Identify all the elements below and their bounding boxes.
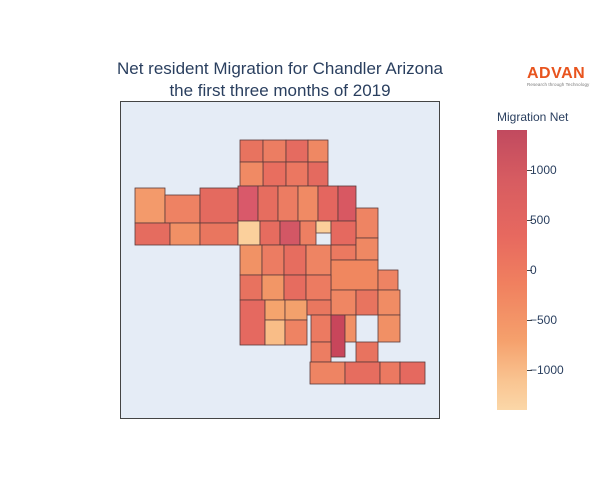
census-region[interactable] <box>239 161 264 187</box>
census-region[interactable] <box>310 314 332 343</box>
colorbar-tick-label: 1000 <box>530 163 557 177</box>
census-region[interactable] <box>283 274 307 301</box>
census-region[interactable] <box>330 259 379 291</box>
census-region[interactable] <box>237 185 259 222</box>
census-region[interactable] <box>377 269 399 291</box>
census-region[interactable] <box>317 185 339 222</box>
chart-title: Net resident Migration for Chandler Ariz… <box>80 58 480 102</box>
census-region[interactable] <box>330 289 357 316</box>
census-region[interactable] <box>169 222 201 246</box>
census-region[interactable] <box>259 220 281 246</box>
census-region[interactable] <box>239 274 263 301</box>
colorbar-tick <box>527 320 532 321</box>
colorbar-tick-label: 0 <box>530 263 537 277</box>
census-region[interactable] <box>237 220 261 246</box>
colorbar-tick-label: −1000 <box>530 363 564 377</box>
census-region[interactable] <box>199 222 239 246</box>
census-region[interactable] <box>239 244 263 276</box>
census-region[interactable] <box>330 220 357 246</box>
census-region[interactable] <box>283 244 307 276</box>
census-region[interactable] <box>305 244 332 276</box>
census-region[interactable] <box>164 194 201 224</box>
census-region[interactable] <box>199 187 239 224</box>
census-region[interactable] <box>309 361 346 385</box>
colorbar-title: Migration Net <box>497 110 569 124</box>
census-region[interactable] <box>239 139 264 163</box>
colorbar-gradient <box>497 130 527 410</box>
census-region[interactable] <box>330 244 357 261</box>
census-region[interactable] <box>262 161 287 187</box>
census-region[interactable] <box>307 139 329 163</box>
logo-tagline: Research through Technology <box>527 82 590 87</box>
census-region[interactable] <box>355 207 379 239</box>
census-region[interactable] <box>307 161 329 187</box>
census-region[interactable] <box>344 361 381 385</box>
census-region[interactable] <box>399 361 426 385</box>
census-region[interactable] <box>355 341 379 363</box>
census-region[interactable] <box>257 185 279 222</box>
colorbar-tick <box>527 270 532 271</box>
census-region[interactable] <box>337 185 357 222</box>
census-region[interactable] <box>262 139 287 163</box>
census-region[interactable] <box>377 314 401 343</box>
census-region[interactable] <box>306 299 332 316</box>
census-region[interactable] <box>344 314 357 343</box>
census-region[interactable] <box>284 299 308 321</box>
census-region[interactable] <box>330 314 346 358</box>
colorbar-tick-label: −500 <box>530 313 558 327</box>
colorbar-tick <box>527 220 532 221</box>
census-region[interactable] <box>355 237 379 261</box>
colorbar-tick-label: 500 <box>530 213 551 227</box>
census-region[interactable] <box>377 289 401 316</box>
title-line-2: the first three months of 2019 <box>169 81 391 100</box>
census-region[interactable] <box>261 244 285 276</box>
advan-logo: ADVAN Research through Technology <box>527 65 597 88</box>
census-region[interactable] <box>285 161 309 187</box>
census-region[interactable] <box>379 361 401 385</box>
colorbar-tick <box>527 170 532 171</box>
logo-word: ADVAN <box>527 65 586 82</box>
census-region[interactable] <box>297 185 319 222</box>
title-line-1: Net resident Migration for Chandler Ariz… <box>117 59 443 78</box>
census-region[interactable] <box>315 220 332 234</box>
census-region[interactable] <box>261 274 285 301</box>
census-region[interactable] <box>264 319 286 346</box>
colorbar-tick <box>527 370 532 371</box>
census-region[interactable] <box>310 341 332 363</box>
census-region[interactable] <box>285 139 309 163</box>
census-region[interactable] <box>279 220 301 246</box>
census-region[interactable] <box>239 299 266 346</box>
census-region[interactable] <box>284 319 308 346</box>
census-region[interactable] <box>264 299 286 321</box>
census-region[interactable] <box>134 222 171 246</box>
census-region[interactable] <box>299 220 317 246</box>
census-region[interactable] <box>134 187 166 224</box>
census-region[interactable] <box>355 289 379 316</box>
census-region[interactable] <box>305 274 332 301</box>
census-region[interactable] <box>277 185 299 222</box>
